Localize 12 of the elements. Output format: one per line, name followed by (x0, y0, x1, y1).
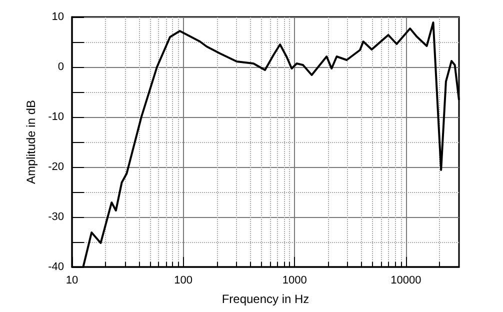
x-tick-label: 10 (66, 274, 78, 286)
x-tick-label: 10000 (390, 274, 422, 286)
y-tick-label: 0 (58, 61, 64, 73)
y-tick-label: -10 (48, 111, 64, 123)
y-tick-label: 10 (52, 11, 64, 23)
y-tick-label: -40 (48, 261, 64, 273)
x-axis-title: Frequency in Hz (222, 292, 310, 306)
x-tick-label: 100 (174, 274, 192, 286)
y-tick-label: -20 (48, 161, 64, 173)
x-tick-label: 1000 (282, 274, 307, 286)
y-axis-title: Amplitude in dB (24, 100, 38, 184)
y-tick-label: -30 (48, 211, 64, 223)
